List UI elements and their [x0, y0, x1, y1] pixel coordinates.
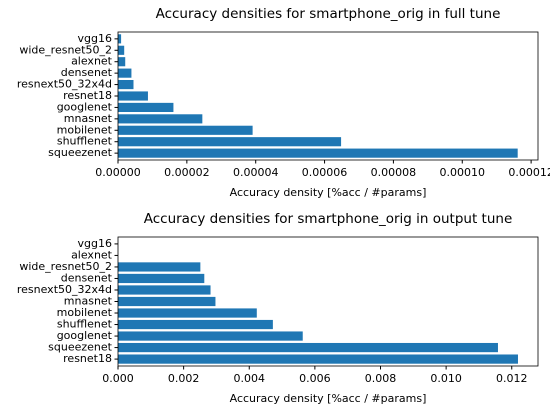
x-tick-label: 0.008	[365, 372, 397, 385]
bar	[118, 273, 205, 284]
x-tick-label: 0.00000	[95, 166, 141, 179]
bar	[118, 296, 216, 307]
bar	[118, 262, 201, 272]
x-axis-label: Accuracy density [%acc / #params]	[230, 186, 427, 199]
x-tick-label: 0.00010	[440, 166, 486, 179]
x-tick-label: 0.00002	[164, 166, 210, 179]
y-tick-label: resnext50_32x4d	[17, 78, 112, 91]
y-tick-label: densenet	[61, 66, 113, 79]
bar	[118, 148, 518, 158]
bar	[118, 91, 148, 101]
y-tick-label: resnet18	[63, 352, 112, 365]
y-tick-label: wide_resnet50_2	[19, 43, 112, 56]
y-tick-label: mobilenet	[57, 306, 113, 319]
y-tick-label: vgg16	[78, 32, 112, 45]
x-tick-label: 0.010	[430, 372, 462, 385]
bar	[118, 342, 498, 353]
x-tick-label: 0.006	[299, 372, 331, 385]
y-tick-label: wide_resnet50_2	[19, 260, 112, 273]
bar	[118, 68, 132, 78]
bar	[118, 114, 203, 124]
bar	[118, 319, 273, 330]
y-tick-label: googlenet	[57, 329, 113, 342]
x-tick-label: 0.00006	[302, 166, 348, 179]
bar	[118, 45, 125, 55]
y-tick-label: resnet18	[63, 89, 112, 102]
bar	[118, 80, 134, 90]
x-tick-label: 0.000	[102, 372, 134, 385]
y-tick-label: vgg16	[78, 237, 112, 250]
y-tick-label: densenet	[61, 271, 113, 284]
x-tick-label: 0.00004	[233, 166, 279, 179]
bar	[118, 34, 122, 44]
bar	[118, 125, 253, 135]
x-axis-label: Accuracy density [%acc / #params]	[230, 392, 427, 405]
bar	[118, 57, 126, 67]
bar	[118, 102, 174, 112]
bar	[118, 354, 518, 364]
y-tick-label: squeezenet	[48, 146, 113, 159]
x-tick-label: 0.012	[496, 372, 528, 385]
axes-frame	[117, 31, 539, 161]
y-tick-label: alexnet	[71, 55, 113, 68]
y-tick-label: squeezenet	[48, 341, 113, 354]
y-tick-label: shufflenet	[57, 135, 113, 148]
x-tick-label: 0.00012	[508, 166, 550, 179]
x-tick-label: 0.002	[168, 372, 200, 385]
bar	[118, 285, 211, 295]
y-tick-label: googlenet	[57, 100, 113, 113]
y-tick-label: resnext50_32x4d	[17, 283, 112, 296]
x-tick-label: 0.00008	[371, 166, 417, 179]
y-tick-label: alexnet	[71, 248, 113, 261]
bar	[118, 331, 303, 341]
chart-title: Accuracy densities for smartphone_orig i…	[156, 6, 501, 22]
y-tick-label: mnasnet	[64, 295, 113, 308]
x-tick-label: 0.004	[234, 372, 266, 385]
y-tick-label: mobilenet	[57, 123, 113, 136]
y-tick-label: shufflenet	[57, 318, 113, 331]
axes-frame	[117, 236, 539, 367]
bar	[118, 137, 342, 147]
y-tick-label: mnasnet	[64, 112, 113, 125]
bar	[118, 308, 257, 318]
chart-title: Accuracy densities for smartphone_orig i…	[144, 211, 513, 227]
